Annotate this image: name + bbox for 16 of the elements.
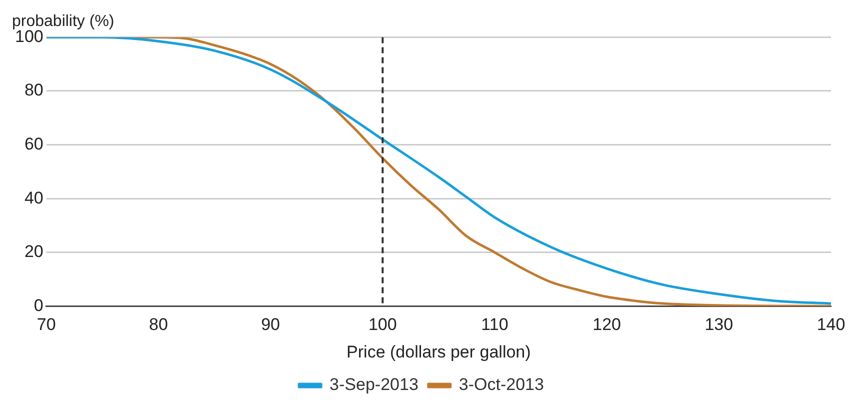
y-tick-label: 80 (24, 80, 44, 100)
y-tick-label: 20 (24, 242, 44, 262)
legend-label: 3-Oct-2013 (458, 375, 544, 394)
x-tick-label: 80 (148, 315, 168, 334)
y-tick-label: 40 (24, 188, 44, 208)
x-tick-label: 140 (816, 315, 846, 334)
x-tick-label: 130 (704, 315, 734, 334)
x-tick-label: 110 (481, 315, 508, 334)
x-tick-label: 100 (368, 315, 397, 334)
y-tick-label: 0 (34, 296, 44, 315)
x-axis-title: Price (dollars per gallon) (346, 342, 531, 362)
y-tick-label: 60 (24, 134, 44, 154)
x-tick-label: 90 (261, 315, 280, 334)
x-tick-label: 120 (592, 315, 622, 334)
legend-label: 3-Sep-2013 (330, 375, 418, 394)
x-tick-label: 70 (36, 315, 56, 334)
